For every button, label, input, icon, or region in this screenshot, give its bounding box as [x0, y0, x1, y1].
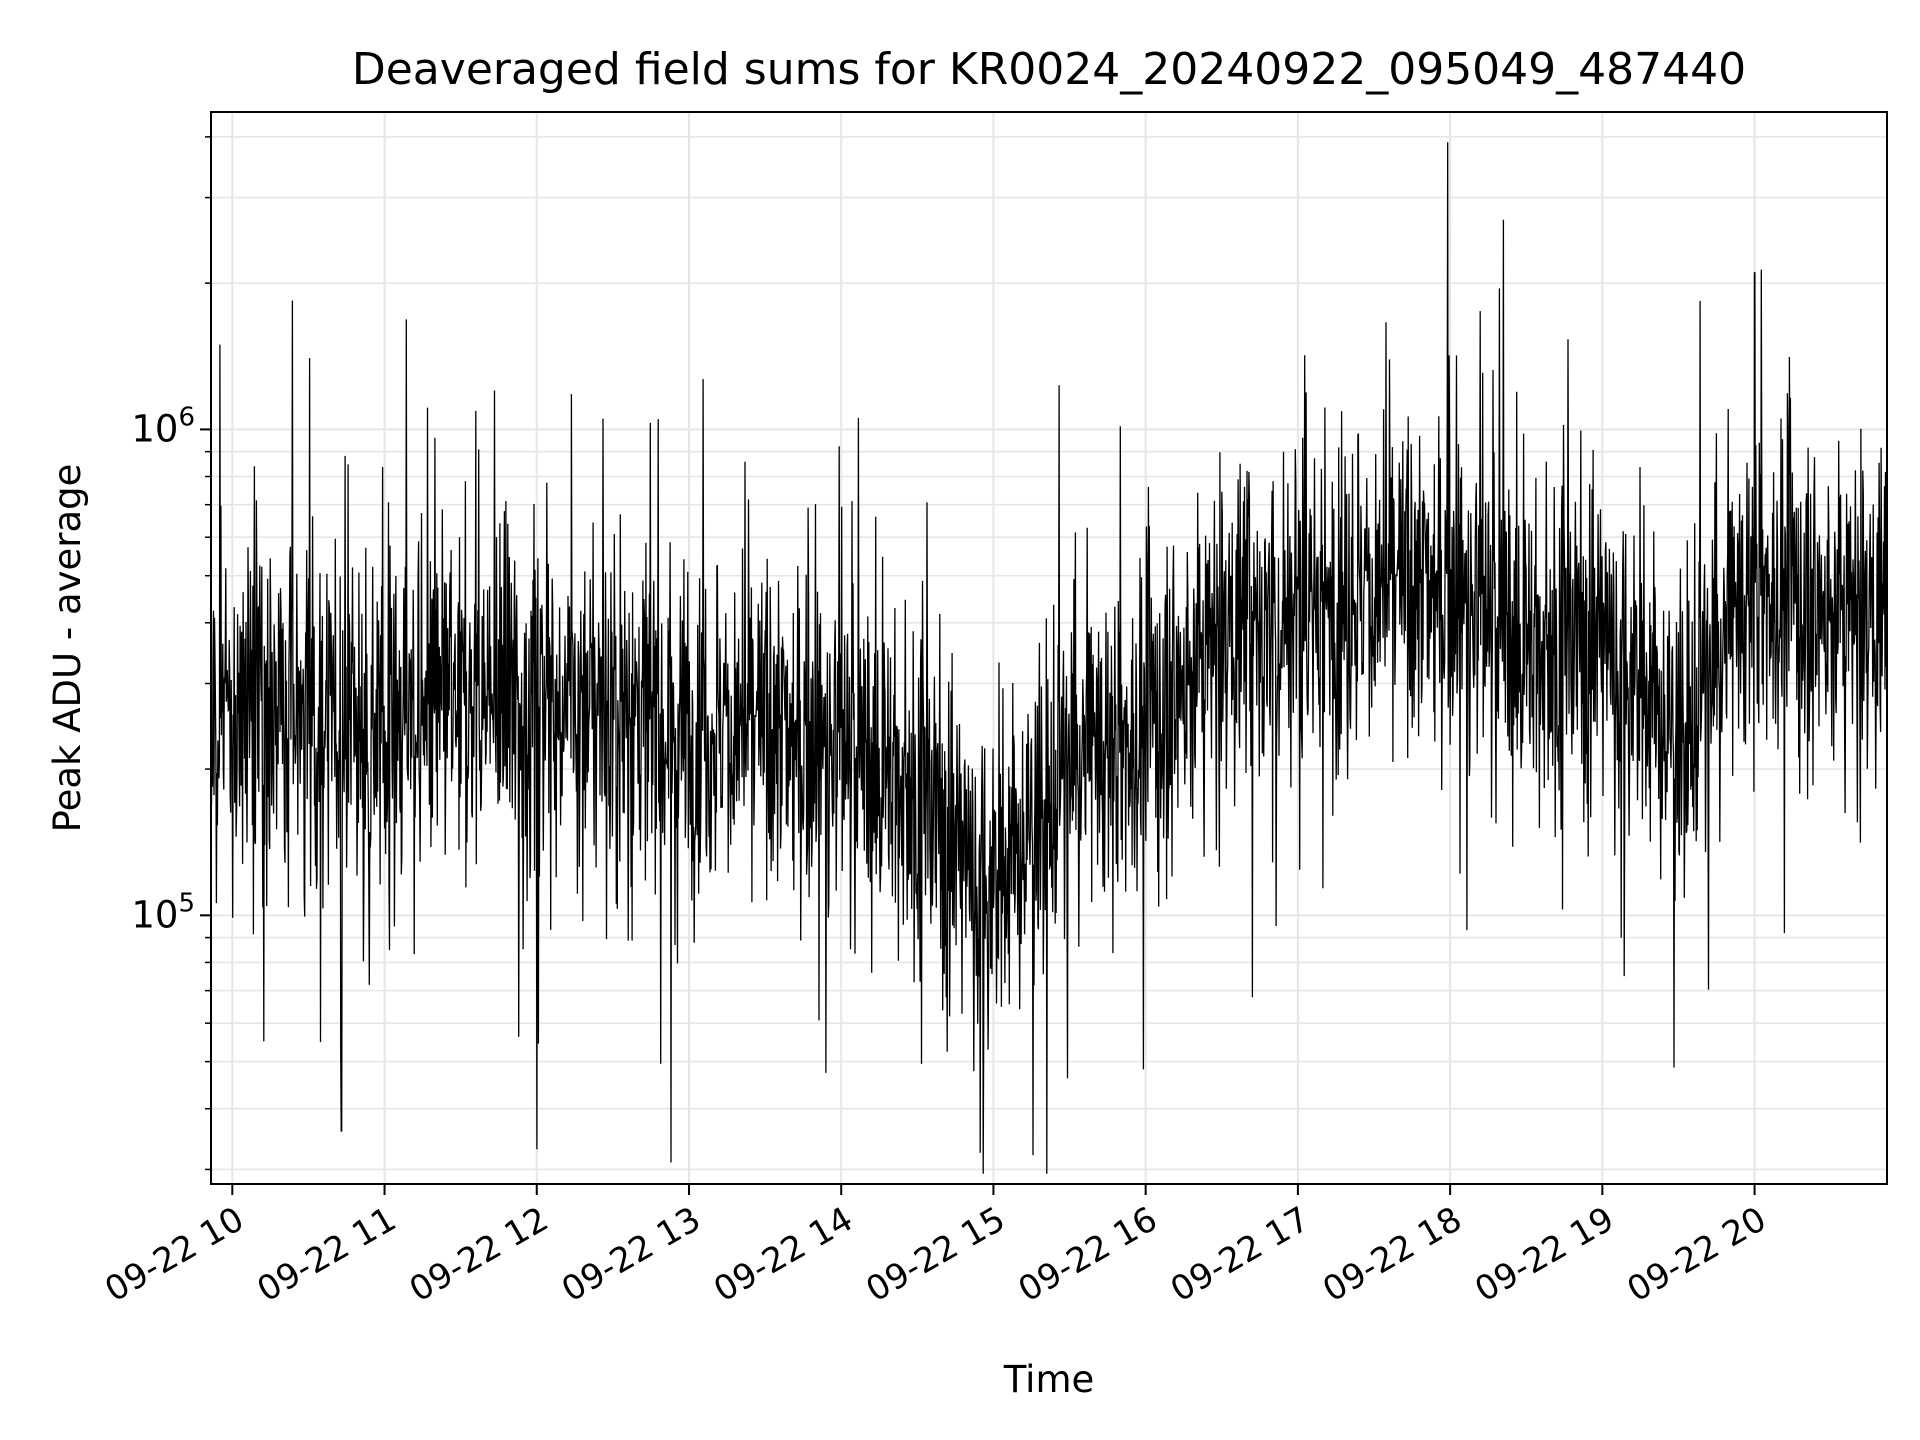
plot-frame	[210, 111, 1888, 1185]
x-axis-label: Time	[1003, 1358, 1095, 1401]
y-tick-label: 105	[131, 888, 195, 936]
y-tick-label: 106	[131, 402, 195, 450]
series-line-peak-adu	[210, 142, 1888, 1174]
chart-title: Deaveraged field sums for KR0024_2024092…	[352, 44, 1746, 95]
y-axis-ticks: 105 106	[131, 136, 211, 1171]
y-axis-label: Peak ADU - average	[46, 464, 89, 833]
